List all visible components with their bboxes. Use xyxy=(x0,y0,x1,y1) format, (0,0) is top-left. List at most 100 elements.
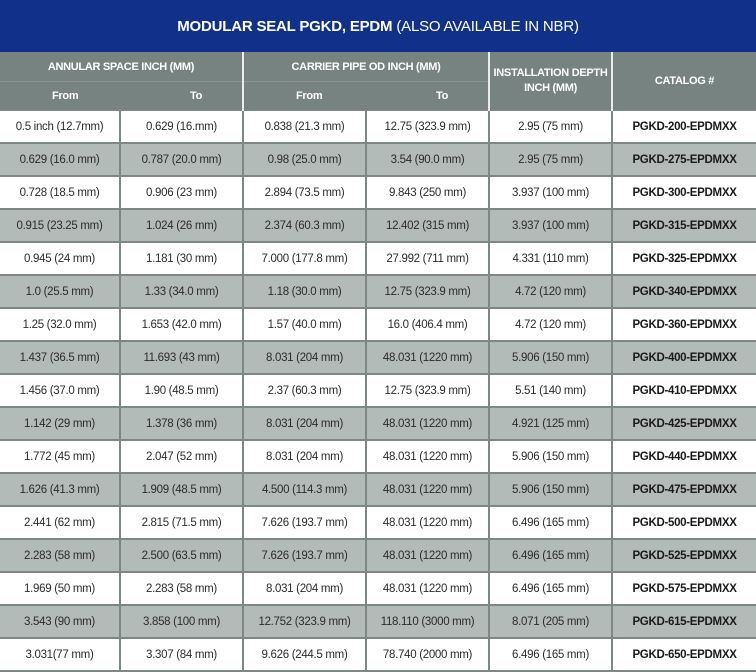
cell-annular-from: 1.0 (25.5 mm) xyxy=(0,275,121,309)
cell-annular-to: 0.787 (20.0 mm) xyxy=(119,143,244,177)
cell-annular-from: 3.543 (90 mm) xyxy=(0,605,121,639)
cell-pipe-to: 27.992 (711 mm) xyxy=(364,242,491,276)
cell-annular-to: 1.90 (48.5 mm) xyxy=(119,374,244,408)
cell-pipe-from: 2.374 (60.3 mm) xyxy=(242,209,367,243)
cell-annular-to: 2.047 (52 mm) xyxy=(119,440,244,474)
cell-pipe-from: 8.031 (204 mm) xyxy=(242,341,367,375)
cell-catalog-number: PGKD-315-EPDMXX xyxy=(611,209,756,243)
cell-installation-depth: 3.937 (100 mm) xyxy=(488,176,614,210)
cell-pipe-to: 16.0 (406.4 mm) xyxy=(364,308,491,342)
cell-annular-to: 1.181 (30 mm) xyxy=(119,242,244,276)
cell-catalog-number: PGKD-425-EPDMXX xyxy=(611,407,756,441)
cell-pipe-from: 8.031 (204 mm) xyxy=(242,572,367,606)
table-title: MODULAR SEAL PGKD, EPDM (ALSO AVAILABLE … xyxy=(0,0,756,52)
cell-pipe-from: 8.031 (204 mm) xyxy=(242,407,367,441)
cell-annular-from: 1.626 (41.3 mm) xyxy=(0,473,121,507)
cell-pipe-from: 0.838 (21.3 mm) xyxy=(242,110,367,144)
cell-pipe-to: 48.031 (1220 mm) xyxy=(364,572,491,606)
cell-pipe-from: 2.37 (60.3 mm) xyxy=(242,374,367,408)
table-row: 3.543 (90 mm) 3.858 (100 mm) 12.752 (323.9… xyxy=(0,605,756,639)
cell-pipe-from: 7.626 (193.7 mm) xyxy=(242,539,367,573)
cell-annular-from: 1.969 (50 mm) xyxy=(0,572,121,606)
cell-installation-depth: 4.921 (125 mm) xyxy=(488,407,614,441)
cell-annular-from: 0.915 (23.25 mm) xyxy=(0,209,121,243)
spec-table: ANNULAR SPACE INCH (MM) CARRIER PIPE OD … xyxy=(0,52,756,672)
cell-pipe-to: 48.031 (1220 mm) xyxy=(364,506,491,540)
cell-annular-to: 3.307 (84 mm) xyxy=(119,638,244,672)
cell-catalog-number: PGKD-410-EPDMXX xyxy=(611,374,756,408)
cell-annular-from: 2.283 (58 mm) xyxy=(0,539,121,573)
table-body: 0.5 inch (12.7mm) 0.629 (16.mm) 0.838 (21.… xyxy=(0,110,756,672)
cell-annular-from: 1.437 (36.5 mm) xyxy=(0,341,121,375)
cell-annular-from: 0.5 inch (12.7mm) xyxy=(0,110,121,144)
cell-annular-to: 0.629 (16.mm) xyxy=(119,110,244,144)
header-installation-depth: INSTALLATION DEPTH INCH (MM) xyxy=(488,52,613,111)
table-row: 0.629 (16.0 mm) 0.787 (20.0 mm) 0.98 (25.0… xyxy=(0,143,756,177)
header-pipe-to: To xyxy=(366,81,490,111)
cell-catalog-number: PGKD-325-EPDMXX xyxy=(611,242,756,276)
cell-catalog-number: PGKD-525-EPDMXX xyxy=(611,539,756,573)
cell-installation-depth: 6.496 (165 mm) xyxy=(488,572,614,606)
cell-catalog-number: PGKD-400-EPDMXX xyxy=(611,341,756,375)
cell-installation-depth: 4.72 (120 mm) xyxy=(488,275,614,309)
cell-installation-depth: 6.496 (165 mm) xyxy=(488,539,614,573)
cell-annular-from: 2.441 (62 mm) xyxy=(0,506,121,540)
cell-pipe-to: 9.843 (250 mm) xyxy=(364,176,491,210)
cell-annular-to: 1.024 (26 mm) xyxy=(119,209,244,243)
cell-annular-to: 1.909 (48.5 mm) xyxy=(119,473,244,507)
cell-annular-to: 1.653 (42.0 mm) xyxy=(119,308,244,342)
cell-pipe-to: 48.031 (1220 mm) xyxy=(364,539,491,573)
cell-pipe-from: 0.98 (25.0 mm) xyxy=(242,143,367,177)
cell-pipe-from: 8.031 (204 mm) xyxy=(242,440,367,474)
table-row: 0.5 inch (12.7mm) 0.629 (16.mm) 0.838 (21.… xyxy=(0,110,756,144)
cell-pipe-from: 7.626 (193.7 mm) xyxy=(242,506,367,540)
table-row: 0.728 (18.5 mm) 0.906 (23 mm) 2.894 (73.5 … xyxy=(0,176,756,210)
table-row: 1.772 (45 mm) 2.047 (52 mm) 8.031 (204 mm)… xyxy=(0,440,756,474)
cell-installation-depth: 4.72 (120 mm) xyxy=(488,308,614,342)
table-row: 3.031(77 mm) 3.307 (84 mm) 9.626 (244.5 mm… xyxy=(0,638,756,672)
cell-installation-depth: 3.937 (100 mm) xyxy=(488,209,614,243)
cell-pipe-from: 7.000 (177.8 mm) xyxy=(242,242,367,276)
table-row: 1.456 (37.0 mm) 1.90 (48.5 mm) 2.37 (60.3 … xyxy=(0,374,756,408)
table-row: 1.25 (32.0 mm) 1.653 (42.0 mm) 1.57 (40.0 … xyxy=(0,308,756,342)
cell-annular-to: 2.283 (58 mm) xyxy=(119,572,244,606)
cell-installation-depth: 6.496 (165 mm) xyxy=(488,506,614,540)
table-row: 0.945 (24 mm) 1.181 (30 mm) 7.000 (177.8 m… xyxy=(0,242,756,276)
cell-pipe-from: 1.57 (40.0 mm) xyxy=(242,308,367,342)
cell-annular-to: 1.378 (36 mm) xyxy=(119,407,244,441)
cell-installation-depth: 5.51 (140 mm) xyxy=(488,374,614,408)
cell-pipe-from: 12.752 (323.9 mm) xyxy=(242,605,367,639)
table-row: 1.0 (25.5 mm) 1.33 (34.0 mm) 1.18 (30.0 mm… xyxy=(0,275,756,309)
cell-pipe-to: 12.402 (315 mm) xyxy=(364,209,491,243)
table-row: 1.142 (29 mm) 1.378 (36 mm) 8.031 (204 mm)… xyxy=(0,407,756,441)
table-row: 1.969 (50 mm) 2.283 (58 mm) 8.031 (204 mm)… xyxy=(0,572,756,606)
header-annular-space: ANNULAR SPACE INCH (MM) xyxy=(0,52,243,82)
cell-catalog-number: PGKD-360-EPDMXX xyxy=(611,308,756,342)
cell-installation-depth: 5.906 (150 mm) xyxy=(488,440,614,474)
cell-pipe-to: 118.110 (3000 mm) xyxy=(364,605,491,639)
cell-annular-to: 11.693 (43 mm) xyxy=(119,341,244,375)
table-row: 1.437 (36.5 mm) 11.693 (43 mm) 8.031 (204 … xyxy=(0,341,756,375)
cell-catalog-number: PGKD-475-EPDMXX xyxy=(611,473,756,507)
cell-annular-from: 0.945 (24 mm) xyxy=(0,242,121,276)
cell-catalog-number: PGKD-615-EPDMXX xyxy=(611,605,756,639)
header-carrier-pipe: CARRIER PIPE OD INCH (MM) xyxy=(241,52,490,82)
cell-annular-from: 0.728 (18.5 mm) xyxy=(0,176,121,210)
cell-annular-from: 1.456 (37.0 mm) xyxy=(0,374,121,408)
cell-pipe-to: 48.031 (1220 mm) xyxy=(364,341,491,375)
table-row: 2.283 (58 mm) 2.500 (63.5 mm) 7.626 (193.7… xyxy=(0,539,756,573)
title-main: MODULAR SEAL PGKD, EPDM xyxy=(177,17,393,35)
cell-installation-depth: 5.906 (150 mm) xyxy=(488,473,614,507)
cell-catalog-number: PGKD-575-EPDMXX xyxy=(611,572,756,606)
cell-installation-depth: 8.071 (205 mm) xyxy=(488,605,614,639)
header-pipe-from: From xyxy=(242,81,366,111)
cell-installation-depth: 2.95 (75 mm) xyxy=(488,110,614,144)
cell-annular-from: 1.25 (32.0 mm) xyxy=(0,308,121,342)
cell-annular-to: 2.815 (71.5 mm) xyxy=(119,506,244,540)
header-annular-from: From xyxy=(0,81,120,111)
cell-annular-from: 1.772 (45 mm) xyxy=(0,440,121,474)
cell-pipe-from: 1.18 (30.0 mm) xyxy=(242,275,367,309)
cell-pipe-to: 12.75 (323.9 mm) xyxy=(364,110,491,144)
cell-pipe-to: 3.54 (90.0 mm) xyxy=(364,143,491,177)
cell-catalog-number: PGKD-340-EPDMXX xyxy=(611,275,756,309)
